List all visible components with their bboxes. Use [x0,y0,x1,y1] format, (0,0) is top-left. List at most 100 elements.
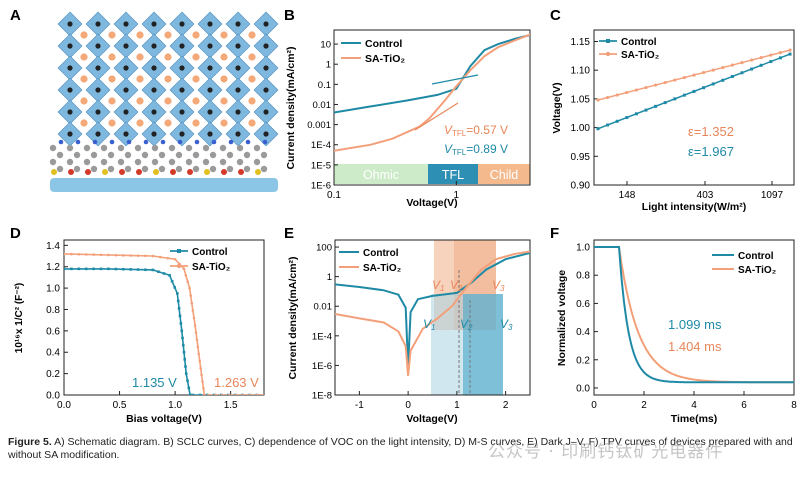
a-site-cation [220,119,228,127]
molecule-atom [151,158,159,166]
lattice-atom [179,131,185,137]
molecule-atom [243,151,251,159]
molecule-atom [66,158,74,166]
panel-letter-e: E [284,225,294,242]
x-tick-label-c: 148 [619,190,636,201]
data-point-sa-c [654,83,658,87]
data-point-sa-d [173,257,177,261]
data-point-control-c [625,116,629,120]
molecule-atom [100,158,108,166]
lattice-atom [235,87,241,93]
lattice-atom [123,43,129,49]
molecule-atom-anchor [170,169,176,175]
annotation-tau-control: 1.099 ms [668,317,722,332]
lattice-atom [263,21,269,27]
molecule-atom [185,158,193,166]
molecule-atom-n [211,139,217,145]
region-control-highlight-2 [463,294,503,395]
y-tick-label-d: 0.4 [46,348,60,359]
data-point-sa-c [740,60,744,65]
series-line-control-f [594,246,794,384]
x-tick-label-e: 1 [454,400,460,411]
molecule-atom-n [75,139,81,145]
a-site-cation [192,119,200,127]
molecule-atom [141,151,149,159]
data-point-control-d [173,286,177,289]
y-tick-label-c: 0.95 [571,152,591,163]
molecule-atom [168,144,176,152]
annotation-tau-sa: 1.404 ms [668,339,722,354]
molecule-atom-n [245,139,251,145]
axis-ticks-e: -1 0 1 2 100 1 0.01 1E-4 1E-6 1E-8 [312,243,509,411]
data-point-control-c [721,78,725,82]
lattice-atom [123,87,129,93]
molecule-atom [260,165,268,173]
data-point-sa-c [663,80,667,85]
data-point-control-c [711,82,715,86]
molecule-atom [73,165,81,173]
data-point-control-d [179,322,183,325]
annotation-vbi-control: 1.135 V [132,375,177,390]
legend-label-sa-e: SA-TiO₂ [363,263,401,274]
molecule-atom [260,151,268,159]
data-point-control-d [176,299,180,303]
data-point-sa-d [192,316,196,320]
lattice-atom [67,65,73,71]
a-site-cation [164,97,172,105]
perovskite-lattice-illustration [57,11,279,147]
molecule-atom-anchor [68,169,74,175]
data-point-control-c [673,97,677,101]
lattice-atom [263,43,269,49]
tangent-sa-b [414,102,459,131]
axis-ticks-f: 0 2 4 6 8 1.0 0.8 0.6 0.4 0.2 0.0 [576,243,797,411]
molecule-atom [107,151,115,159]
data-point-control-c [778,56,782,60]
lattice-atom [123,21,129,27]
lattice-atom [207,21,213,27]
molecule-atom [134,158,142,166]
molecule-atom [107,165,115,173]
data-point-sa-d [64,252,66,256]
panel-letter-c: C [550,7,561,24]
data-point-sa-d [121,254,125,257]
annotation-vtfl-control: VTFL=0.89 V [444,142,508,157]
x-tick-label-c: 1097 [761,190,784,201]
axis-ticks-b: 0.1 1 10 1 0.1 0.01 0.001 1E-4 1E-5 1E-6 [307,40,459,201]
legend-b: Control SA-TiO₂ [341,38,405,65]
molecule-atom [73,151,81,159]
molecule-atom [236,158,244,166]
data-point-control-d [212,393,216,395]
lattice-atom [95,87,101,93]
lattice-atom [179,43,185,49]
data-point-control-c [663,101,667,105]
ylabel-c: Voltage(V) [551,82,563,133]
legend-label-control-b: Control [365,38,402,50]
data-point-control-d [184,365,187,368]
data-point-sa-c [711,68,715,72]
y-tick-label-b: 1E-4 [311,140,331,151]
x-tick-label-d: 1.5 [224,400,238,411]
ylabel-b: Current density(mA/cm²) [285,46,297,169]
molecule-atom [100,144,108,152]
a-site-cation [248,75,256,83]
molecule-atom-anchor [204,169,210,175]
data-point-control-d [129,268,132,271]
data-point-sa-c [596,98,600,102]
data-point-sa-d [186,280,190,283]
y-tick-label-b: 1E-5 [311,160,331,171]
molecule-atom-anchor [187,169,193,175]
data-point-control-c [740,71,744,75]
molecule-atom [192,165,200,173]
data-point-sa-d [184,273,188,277]
panel-letter-a: A [10,7,21,24]
lattice-atom [207,109,213,115]
lattice-atom [207,65,213,71]
x-tick-label-d: 0.5 [113,400,127,411]
y-tick-label-c: 1.05 [571,94,591,105]
molecule-atom [209,151,217,159]
molecule-atom [192,151,200,159]
molecule-atom [49,144,57,152]
y-tick-label-d: 0.0 [46,391,60,402]
data-point-sa-d [221,393,224,395]
a-site-cation [108,97,116,105]
